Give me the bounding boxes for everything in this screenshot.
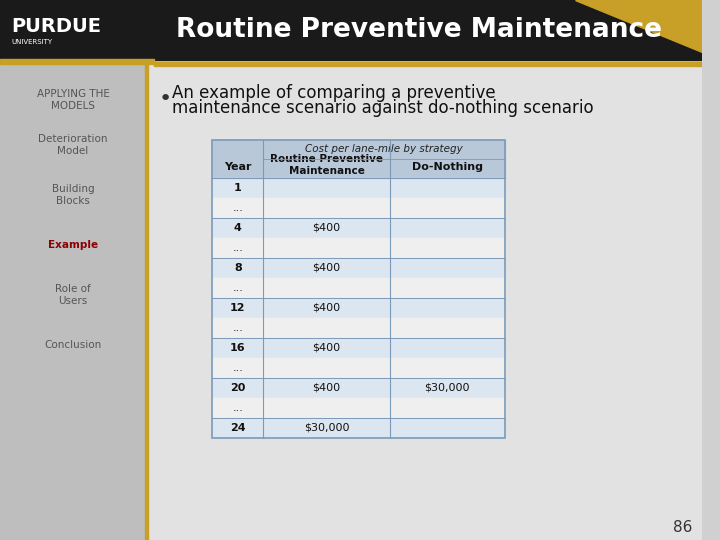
- Polygon shape: [575, 0, 702, 52]
- Text: Routine Preventive Maintenance: Routine Preventive Maintenance: [176, 17, 662, 43]
- Bar: [154, 62, 702, 66]
- Text: PURDUE: PURDUE: [12, 17, 102, 37]
- Text: maintenance scenario against do-nothing scenario: maintenance scenario against do-nothing …: [171, 99, 593, 117]
- Bar: [212, 378, 505, 398]
- Text: Year: Year: [224, 162, 251, 172]
- Text: Cost per lane-mile by strategy: Cost per lane-mile by strategy: [305, 144, 463, 154]
- Bar: [212, 358, 505, 378]
- Text: 16: 16: [230, 343, 246, 353]
- Text: $30,000: $30,000: [425, 383, 470, 393]
- Bar: [212, 238, 505, 258]
- Text: $400: $400: [312, 383, 341, 393]
- Bar: [212, 140, 505, 178]
- Text: •: •: [159, 89, 172, 109]
- Text: ...: ...: [233, 283, 243, 293]
- Bar: [212, 218, 505, 238]
- Bar: [212, 338, 505, 358]
- Text: Example: Example: [48, 240, 98, 250]
- Text: Deterioration
Model: Deterioration Model: [38, 134, 108, 156]
- Text: $400: $400: [312, 303, 341, 313]
- Text: ...: ...: [233, 203, 243, 213]
- Bar: [212, 198, 505, 218]
- Text: 1: 1: [234, 183, 242, 193]
- Bar: [0, 64, 146, 540]
- Text: $30,000: $30,000: [304, 423, 349, 433]
- Text: 86: 86: [672, 521, 692, 536]
- Text: $400: $400: [312, 223, 341, 233]
- Text: ...: ...: [233, 403, 243, 413]
- Text: UNIVERSITY: UNIVERSITY: [12, 39, 53, 45]
- Text: ...: ...: [233, 323, 243, 333]
- Bar: [212, 298, 505, 318]
- Text: 4: 4: [234, 223, 242, 233]
- Text: Routine Preventive
Maintenance: Routine Preventive Maintenance: [270, 154, 383, 176]
- Text: An example of comparing a preventive: An example of comparing a preventive: [171, 84, 495, 102]
- Text: ...: ...: [233, 243, 243, 253]
- Text: $400: $400: [312, 343, 341, 353]
- Bar: [212, 258, 505, 278]
- Bar: [145, 64, 148, 540]
- Text: 12: 12: [230, 303, 246, 313]
- Text: Do-Nothing: Do-Nothing: [412, 162, 483, 172]
- Text: Conclusion: Conclusion: [45, 340, 102, 350]
- Text: 24: 24: [230, 423, 246, 433]
- Bar: [212, 278, 505, 298]
- Bar: [212, 418, 505, 438]
- Bar: [0, 0, 702, 60]
- Bar: [212, 178, 505, 198]
- Text: ...: ...: [233, 363, 243, 373]
- Text: 20: 20: [230, 383, 246, 393]
- Bar: [212, 398, 505, 418]
- Text: APPLYING THE
MODELS: APPLYING THE MODELS: [37, 89, 109, 111]
- Text: $400: $400: [312, 263, 341, 273]
- Bar: [212, 140, 505, 438]
- Bar: [212, 318, 505, 338]
- Text: Role of
Users: Role of Users: [55, 284, 91, 306]
- Bar: [0, 59, 154, 64]
- Text: Building
Blocks: Building Blocks: [52, 184, 94, 206]
- Bar: [0, 0, 154, 60]
- Bar: [148, 64, 702, 540]
- Text: 8: 8: [234, 263, 242, 273]
